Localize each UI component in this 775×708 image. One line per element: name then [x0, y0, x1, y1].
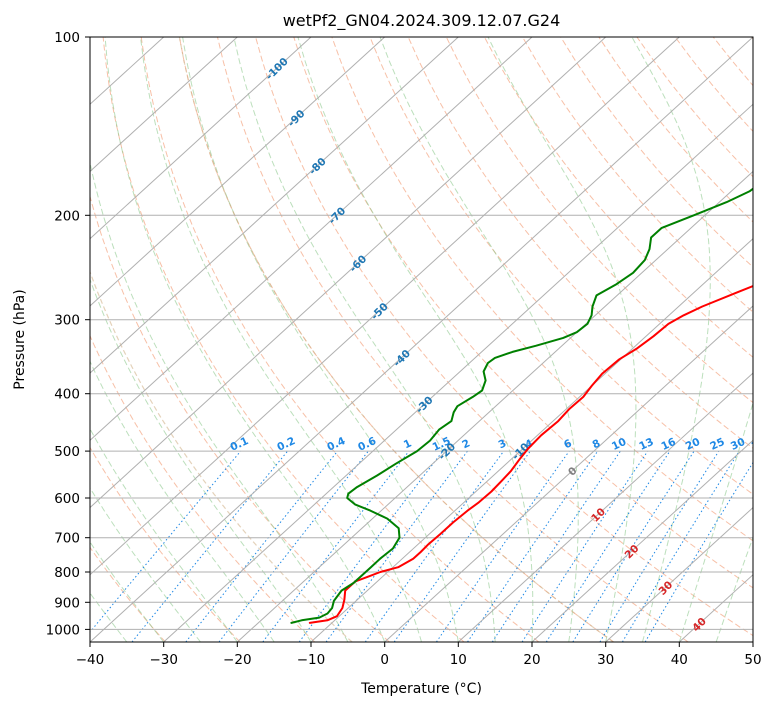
- y-axis: 100 200 300 400 500 600 700 800 900 1000: [46, 30, 90, 638]
- dry-adiabat: [369, 37, 753, 495]
- dewpoint-profile-line: [290, 187, 753, 624]
- moist-adiabat: [90, 160, 349, 642]
- x-tick-label: −10: [297, 652, 326, 668]
- isotherm-line: [90, 37, 459, 374]
- y-tick-label: 600: [54, 491, 80, 507]
- y-tick-label: 300: [54, 313, 80, 329]
- moist-adiabat: [90, 427, 238, 642]
- dry-adiabat: [102, 37, 465, 642]
- dry-adiabat: [90, 194, 390, 642]
- x-tick-label: 30: [597, 652, 614, 668]
- x-tick-label: −20: [223, 652, 252, 668]
- mixing-ratio-label: 2: [460, 437, 472, 451]
- mixing-ratio-label: 3: [497, 437, 509, 451]
- y-tick-label: 400: [54, 387, 80, 403]
- x-axis: −40 −30 −20 −10 0 10 20 30 40 50: [76, 642, 762, 668]
- mixing-ratio-label: 10: [610, 436, 628, 453]
- isotherm-line: [605, 506, 753, 642]
- x-tick-label: 50: [744, 652, 761, 668]
- plot-frame: [89, 36, 754, 643]
- dry-adiabat: [90, 546, 166, 642]
- isotherm-line: [457, 372, 753, 642]
- mixing-ratio-label: 20: [684, 436, 702, 453]
- y-tick-label: 500: [54, 444, 80, 460]
- y-tick-label: 800: [54, 565, 80, 581]
- mixing-ratio-label: 6: [562, 437, 574, 451]
- moist-adiabat: [379, 37, 579, 642]
- mixing-ratio-line: [521, 450, 649, 642]
- profile-series: [290, 187, 753, 624]
- x-tick-label: −30: [149, 652, 178, 668]
- y-tick-label: 100: [54, 30, 80, 46]
- reference-curve: [90, 270, 353, 642]
- x-tick-label: 0: [380, 652, 389, 668]
- mixing-ratio-line: [435, 450, 570, 642]
- x-tick-label: 40: [671, 652, 688, 668]
- mixing-ratio-line: [491, 450, 621, 642]
- dry-adiabat: [255, 37, 753, 637]
- dry-adiabat: [445, 37, 753, 404]
- y-tick-label: 900: [54, 595, 80, 611]
- mixing-ratio-label: 1: [402, 437, 414, 451]
- isotherm-line: [90, 37, 238, 173]
- mixing-ratio-line: [545, 450, 671, 642]
- mixing-ratio-label: 8: [591, 437, 603, 451]
- temperature-profile-line: [308, 284, 753, 624]
- mixing-ratio-line: [364, 450, 505, 642]
- x-tick-label: −40: [76, 652, 105, 668]
- grid: [90, 37, 753, 642]
- moist-adiabat: [487, 37, 637, 642]
- dry-adiabat: [217, 37, 689, 642]
- mixing-ratio-label: 13: [637, 436, 655, 453]
- isotherm-line: [310, 237, 753, 642]
- dry-adiabat: [90, 446, 241, 642]
- dry-adiabat: [407, 37, 753, 449]
- moist-adiabat: [90, 360, 275, 642]
- moist-adiabat: [182, 37, 459, 642]
- mixing-ratio-line: [185, 450, 338, 642]
- dry-adiabat: [90, 334, 316, 642]
- dry-adiabat: [140, 37, 540, 642]
- chart-title: wetPf2_GN04.2024.309.12.07.G24: [283, 11, 561, 31]
- y-tick-label: 700: [54, 531, 80, 547]
- mixing-ratio-line: [572, 450, 695, 642]
- mixing-ratio-label: 25: [708, 436, 726, 453]
- background-reference-lines: [90, 37, 753, 642]
- mixing-ratio-line: [325, 450, 468, 642]
- isotherm-line: [236, 170, 753, 642]
- mixing-ratio-line: [467, 450, 599, 642]
- moist-adiabat: [233, 37, 496, 642]
- x-axis-label: Temperature (°C): [360, 681, 482, 697]
- mixing-ratio-line: [262, 450, 410, 642]
- isotherm-line: [90, 37, 312, 240]
- isotherm-line: [384, 305, 753, 642]
- isotherm-line: [90, 37, 680, 576]
- isotherm-line: [163, 103, 753, 642]
- reference-curve: [178, 37, 614, 642]
- isotherm-line: [90, 37, 533, 442]
- dry-adiabat: [331, 37, 753, 542]
- moist-adiabat: [297, 37, 534, 642]
- moist-adiabat: [104, 37, 386, 642]
- x-tick-label: 10: [450, 652, 467, 668]
- mixing-ratio-label: 36: [750, 436, 768, 453]
- y-axis-label: Pressure (hPa): [12, 289, 28, 389]
- mixing-ratio-line: [90, 450, 242, 633]
- x-tick-label: 20: [523, 652, 540, 668]
- mixing-ratio-label: 30: [729, 436, 747, 453]
- isotherm-line: [531, 439, 753, 642]
- moist-adiabat: [678, 401, 753, 642]
- moist-adiabat: [140, 37, 422, 642]
- mixing-ratio-line: [131, 450, 288, 642]
- isotherm-line: [90, 37, 753, 642]
- isotherm-line: [90, 37, 607, 509]
- y-tick-label: 1000: [46, 622, 80, 638]
- mixing-ratio-line: [621, 450, 740, 642]
- y-tick-label: 200: [54, 208, 80, 224]
- mixing-ratio-label: 4: [523, 437, 535, 451]
- isotherm-line: [90, 37, 386, 307]
- mixing-ratio-label: 16: [659, 436, 677, 453]
